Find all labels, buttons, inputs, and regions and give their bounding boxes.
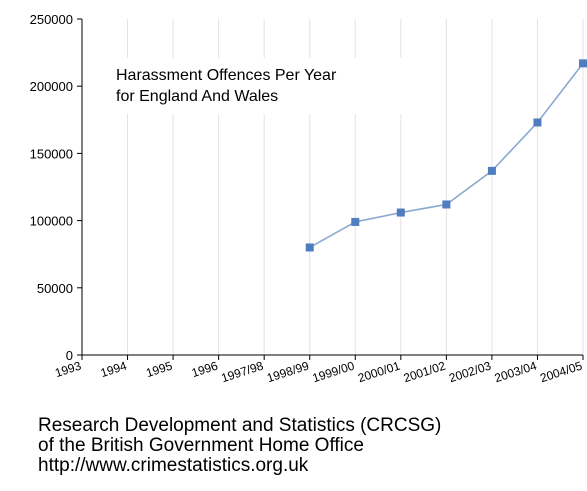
y-tick-label: 50000	[37, 281, 73, 296]
y-tick-label: 0	[66, 348, 73, 363]
data-point	[442, 200, 451, 209]
x-tick-label: 2003/04	[493, 358, 539, 385]
data-point	[579, 59, 587, 68]
x-tick-label: 1999/00	[311, 358, 357, 385]
source-line-2: of the British Government Home Office	[38, 435, 364, 456]
x-tick-label: 1996	[190, 358, 220, 380]
x-tick-label: 1997/98	[220, 358, 266, 385]
x-tick-label: 1995	[144, 358, 174, 380]
source-line-3: http://www.crimestatistics.org.uk	[38, 455, 309, 476]
data-point	[351, 217, 360, 226]
source-caption: Research Development and Statistics (CRC…	[38, 416, 441, 476]
y-tick-label: 250000	[30, 12, 73, 27]
y-tick-label: 150000	[30, 146, 73, 161]
data-point	[487, 166, 496, 175]
data-point	[533, 118, 542, 127]
x-tick-label: 2000/01	[356, 358, 402, 385]
data-point	[305, 243, 314, 252]
y-tick-label: 100000	[30, 214, 73, 229]
title-line-2: for England And Wales	[116, 88, 278, 105]
x-tick-label: 1993	[53, 358, 83, 380]
x-tick-label: 2001/02	[402, 358, 448, 385]
data-point	[396, 208, 405, 217]
axis-layer	[77, 18, 584, 360]
title-line-1: Harassment Offences Per Year	[116, 67, 337, 84]
x-tick-labels: 1993 1994 1995 1996 1997/98 1998/99 1999/00 200…	[53, 358, 584, 385]
series-layer	[305, 59, 587, 252]
x-tick-label: 2002/03	[447, 358, 493, 385]
y-tick-label: 200000	[30, 79, 73, 94]
chart-title: Harassment Offences Per Year for England…	[104, 58, 434, 114]
x-tick-label: 1994	[99, 358, 129, 380]
title-background	[104, 58, 434, 114]
x-tick-label: 2004/05	[538, 358, 584, 385]
x-tick-label: 1998/99	[265, 358, 311, 385]
source-line-1: Research Development and Statistics (CRC…	[38, 415, 442, 436]
y-tick-labels: 0 50000 100000 150000 200000 250000	[30, 12, 73, 363]
